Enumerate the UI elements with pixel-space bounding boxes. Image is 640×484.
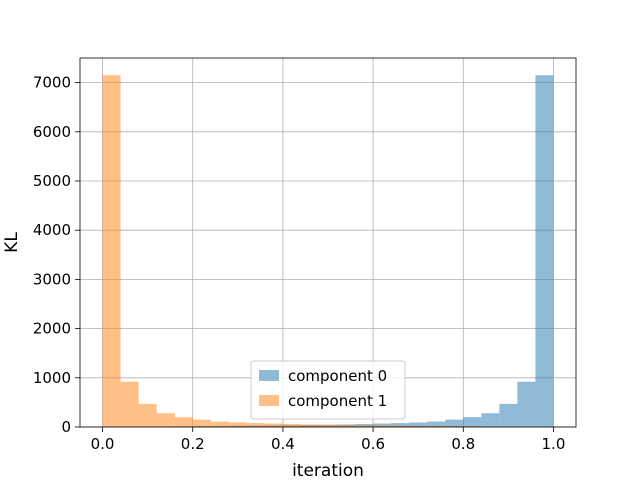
legend-label-0: component 0 — [288, 367, 387, 385]
x-tick-label: 0.0 — [91, 435, 115, 453]
x-axis-label: iteration — [292, 461, 364, 480]
x-tick-label: 0.8 — [451, 435, 475, 453]
y-tick-label: 1000 — [33, 369, 71, 387]
bar-series-1 — [247, 423, 265, 427]
y-tick-label: 2000 — [33, 320, 71, 338]
bar-series-1 — [121, 382, 139, 427]
bar-series-1 — [139, 404, 157, 427]
x-tick-label: 1.0 — [542, 435, 566, 453]
legend-swatch-1 — [259, 395, 279, 406]
legend-label-1: component 1 — [288, 392, 387, 410]
bar-series-1 — [283, 424, 301, 427]
y-tick-label: 3000 — [33, 270, 71, 288]
y-tick-label: 7000 — [33, 74, 71, 92]
bar-series-0 — [517, 382, 535, 427]
y-tick-label: 4000 — [33, 221, 71, 239]
x-tick-label: 0.6 — [361, 435, 385, 453]
bar-series-0 — [535, 75, 553, 427]
bar-series-0 — [463, 417, 481, 427]
bar-series-1 — [193, 420, 211, 427]
bar-series-0 — [499, 404, 517, 427]
bar-series-1 — [103, 75, 121, 427]
y-tick-label: 5000 — [33, 172, 71, 190]
y-tick-label: 0 — [61, 418, 71, 436]
y-axis-label: KL — [2, 232, 22, 253]
bar-series-1 — [265, 424, 283, 427]
y-tick-label: 6000 — [33, 123, 71, 141]
bar-series-0 — [445, 420, 463, 427]
legend: component 0 component 1 — [251, 361, 405, 419]
bar-series-1 — [211, 422, 229, 427]
bar-series-1 — [229, 422, 247, 427]
legend-swatch-0 — [259, 370, 279, 381]
bar-series-1 — [175, 417, 193, 427]
bar-series-0 — [481, 413, 499, 427]
x-tick-label: 0.2 — [181, 435, 205, 453]
bar-series-1 — [157, 413, 175, 427]
x-tick-label: 0.4 — [271, 435, 295, 453]
